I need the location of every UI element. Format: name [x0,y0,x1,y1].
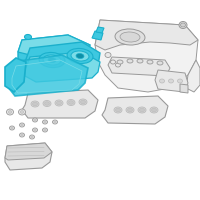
Ellipse shape [110,60,116,64]
Ellipse shape [32,118,38,122]
Ellipse shape [20,110,24,114]
Polygon shape [25,52,100,82]
Ellipse shape [44,121,46,123]
Ellipse shape [169,79,173,83]
Ellipse shape [25,34,31,40]
Polygon shape [186,60,200,92]
Polygon shape [180,84,188,93]
Ellipse shape [10,126,14,130]
Polygon shape [92,31,103,40]
Ellipse shape [81,100,85,104]
Ellipse shape [179,21,187,28]
Polygon shape [155,70,188,92]
Polygon shape [5,143,52,170]
Ellipse shape [10,80,14,84]
Ellipse shape [105,52,111,58]
Ellipse shape [31,101,39,107]
Ellipse shape [43,55,61,65]
Ellipse shape [69,101,73,104]
Ellipse shape [147,60,153,64]
Ellipse shape [34,129,36,131]
Polygon shape [95,20,198,92]
Ellipse shape [34,119,36,121]
Ellipse shape [178,79,182,83]
Polygon shape [22,90,98,118]
Ellipse shape [114,107,122,113]
Ellipse shape [150,107,158,113]
Ellipse shape [48,57,56,63]
Ellipse shape [21,124,23,126]
Ellipse shape [18,109,26,115]
Ellipse shape [30,135,35,139]
Ellipse shape [115,29,145,45]
Ellipse shape [116,108,120,112]
Ellipse shape [42,120,48,124]
Ellipse shape [33,102,37,106]
Ellipse shape [32,128,38,132]
Ellipse shape [11,127,13,129]
Ellipse shape [79,99,87,105]
Polygon shape [102,96,168,124]
Polygon shape [96,27,104,33]
Polygon shape [95,20,198,50]
Ellipse shape [6,109,14,115]
Ellipse shape [57,101,61,105]
Ellipse shape [8,110,12,114]
Ellipse shape [67,48,93,64]
Ellipse shape [127,59,133,63]
Polygon shape [25,42,100,78]
Polygon shape [8,55,88,96]
Polygon shape [108,57,170,76]
Polygon shape [18,35,90,67]
Ellipse shape [21,134,23,136]
Ellipse shape [126,107,134,113]
Polygon shape [5,58,26,92]
Ellipse shape [180,23,186,27]
Ellipse shape [140,108,144,112]
Ellipse shape [138,107,146,113]
Ellipse shape [55,100,63,106]
Ellipse shape [42,128,48,132]
Polygon shape [5,143,52,160]
Ellipse shape [116,63,120,67]
Ellipse shape [54,121,56,123]
Ellipse shape [71,51,89,61]
Ellipse shape [152,108,156,112]
Ellipse shape [117,60,123,64]
Ellipse shape [45,102,49,105]
Ellipse shape [44,129,46,131]
Ellipse shape [160,79,164,83]
Ellipse shape [157,61,163,65]
Ellipse shape [120,32,140,42]
Ellipse shape [52,120,58,124]
Ellipse shape [31,136,33,138]
Ellipse shape [128,108,132,112]
Polygon shape [18,35,90,57]
Ellipse shape [137,59,143,63]
Ellipse shape [76,53,84,59]
Ellipse shape [20,133,24,137]
Ellipse shape [20,123,24,127]
Ellipse shape [43,100,51,107]
Ellipse shape [67,99,75,106]
Ellipse shape [39,52,65,68]
